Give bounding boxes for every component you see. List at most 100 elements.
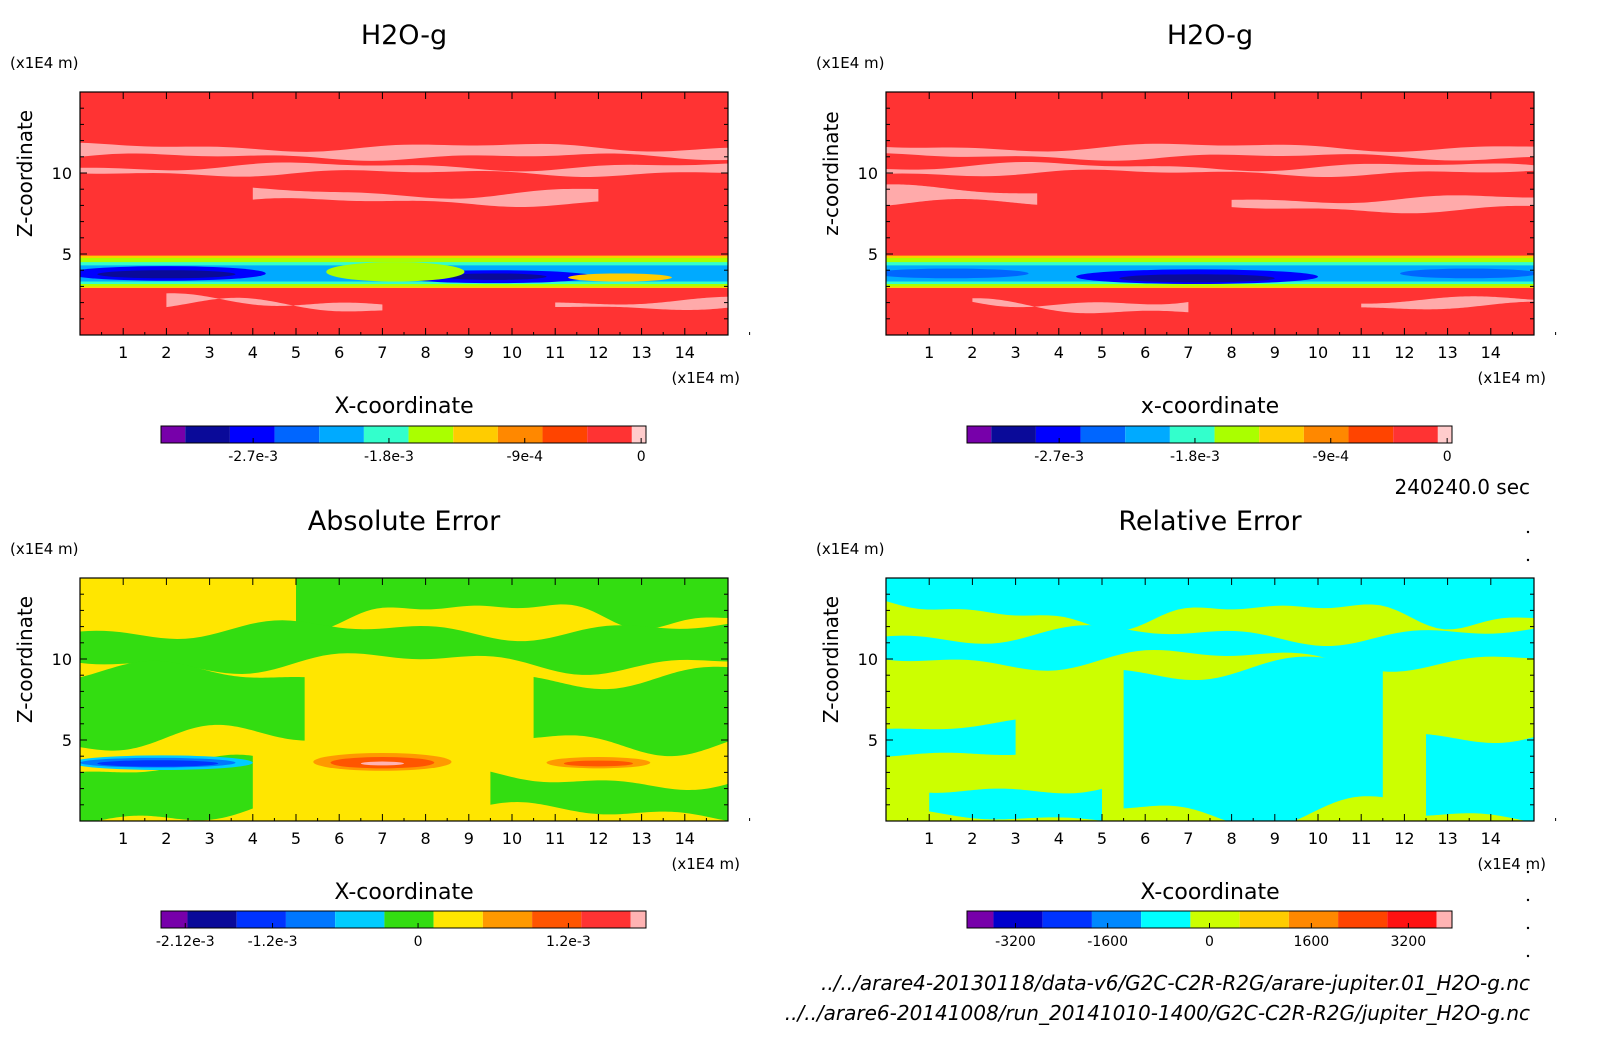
field-contour — [1119, 274, 1275, 283]
colorbar-tick-label: 0 — [414, 934, 423, 950]
colorbar-swatch — [274, 426, 320, 443]
time-label: 240240.0 sec — [1394, 475, 1530, 499]
x-unit-label: (x1E4 m) — [671, 855, 740, 873]
field-contour — [80, 754, 253, 821]
x-tick-label: 11 — [1351, 829, 1371, 848]
colorbar-swatch — [587, 426, 632, 443]
colorbar-tick-label: 0 — [1205, 934, 1214, 950]
field-contour — [1231, 195, 1534, 214]
x-tick-label: 9 — [1270, 829, 1280, 848]
y-unit-label: (x1E4 m) — [10, 540, 79, 558]
x-tick-label: 12 — [588, 829, 608, 848]
x-tick-label: 5 — [1097, 343, 1107, 362]
x-axis-label: X-coordinate — [334, 394, 473, 419]
plot-field — [80, 578, 728, 821]
plot-field — [886, 578, 1534, 821]
colorbar-tick-label: -1.8e-3 — [364, 449, 414, 465]
colorbar-swatch — [161, 426, 186, 443]
field-contour — [568, 273, 672, 282]
y-tick-label: 10 — [52, 164, 72, 183]
edge-dot — [1526, 898, 1530, 902]
x-tick-label: 7 — [1183, 829, 1193, 848]
colorbar-swatch — [1080, 426, 1126, 443]
colorbar-swatch — [1091, 911, 1142, 928]
x-tick-label: 1 — [924, 343, 934, 362]
colorbar-swatch — [236, 911, 286, 928]
x-tick-label: 8 — [1227, 829, 1237, 848]
y-tick-label: 10 — [858, 650, 878, 669]
field-contour — [97, 760, 219, 767]
field-contour — [1123, 656, 1383, 821]
field-contour — [80, 660, 305, 751]
field-contour — [490, 771, 728, 821]
x-tick-label: 14 — [675, 829, 695, 848]
y-unit-label: (x1E4 m) — [816, 540, 885, 558]
field-contour — [80, 162, 728, 177]
colorbar-swatch — [335, 911, 385, 928]
colorbar-tick-label: -1.8e-3 — [1170, 449, 1220, 465]
x-tick-label: 12 — [1394, 343, 1414, 362]
x-tick-label: 6 — [1140, 343, 1150, 362]
colorbar-swatch — [187, 911, 237, 928]
x-tick-label: 1 — [118, 343, 128, 362]
colorbar-swatch — [1035, 426, 1081, 443]
colorbar-swatch — [482, 911, 533, 928]
y-tick-label: 10 — [858, 164, 878, 183]
colorbar: -2.12e-3 -1.2e-3 0 1.2e-3 — [156, 910, 647, 950]
colorbar-swatch — [1190, 911, 1240, 928]
colorbar-frame — [160, 910, 647, 929]
x-tick-label: 2 — [161, 829, 171, 848]
colorbar-swatch — [1125, 426, 1170, 443]
chart-title: Absolute Error — [308, 506, 501, 537]
x-tick-label: 1 — [924, 829, 934, 848]
x-tick-label: 4 — [248, 343, 258, 362]
colorbar-frame — [966, 425, 1453, 444]
colorbar-swatch — [967, 911, 994, 928]
colorbar-swatch — [185, 426, 230, 443]
field-contour — [555, 296, 728, 310]
edge-dot — [1526, 926, 1530, 930]
x-tick-label: 8 — [421, 829, 431, 848]
colorbar-swatch — [453, 426, 498, 443]
field-contour — [886, 143, 1534, 161]
x-tick-label: 10 — [502, 829, 522, 848]
colorbar-swatch — [497, 426, 543, 443]
field-contour — [80, 620, 728, 675]
x-tick-label: 13 — [1437, 829, 1457, 848]
colorbar-tick-label: 1.2e-3 — [546, 934, 591, 950]
x-tick-label: 3 — [205, 343, 215, 362]
x-tick-label: 14 — [1481, 343, 1501, 362]
field-contour — [886, 578, 1534, 631]
x-tick-label: 14 — [1481, 829, 1501, 848]
field-contour — [1400, 268, 1534, 279]
colorbar-swatch — [1214, 426, 1260, 443]
y-tick-label: 5 — [62, 245, 72, 264]
colorbar-swatch — [532, 911, 582, 928]
field-contour — [972, 298, 1189, 314]
field-contour — [886, 719, 1016, 757]
x-tick-label: 5 — [291, 829, 301, 848]
colorbar-tick-label: -1600 — [1087, 934, 1128, 950]
x-tick-label: 4 — [1054, 829, 1064, 848]
y-axis-label: z-coordinate — [819, 111, 843, 235]
colorbar-swatch — [993, 911, 1043, 928]
colorbar: -2.7e-3 -1.8e-3 -9e-4 0 — [160, 425, 647, 465]
field-contour — [166, 293, 383, 312]
x-tick-label: 11 — [545, 829, 565, 848]
x-tick-label: 1 — [118, 829, 128, 848]
y-unit-label: (x1E4 m) — [816, 54, 885, 72]
x-tick-label: 10 — [502, 343, 522, 362]
colorbar-swatch — [1042, 911, 1092, 928]
x-tick-label: 13 — [1437, 343, 1457, 362]
y-tick-label: 5 — [62, 731, 72, 750]
field-contour — [886, 161, 1534, 178]
x-axis-label: X-coordinate — [334, 880, 473, 905]
chart-title: Relative Error — [1118, 506, 1302, 537]
y-tick-label: 5 — [868, 731, 878, 750]
x-axis-label: x-coordinate — [1141, 394, 1279, 419]
chart-title: H2O-g — [361, 20, 447, 51]
